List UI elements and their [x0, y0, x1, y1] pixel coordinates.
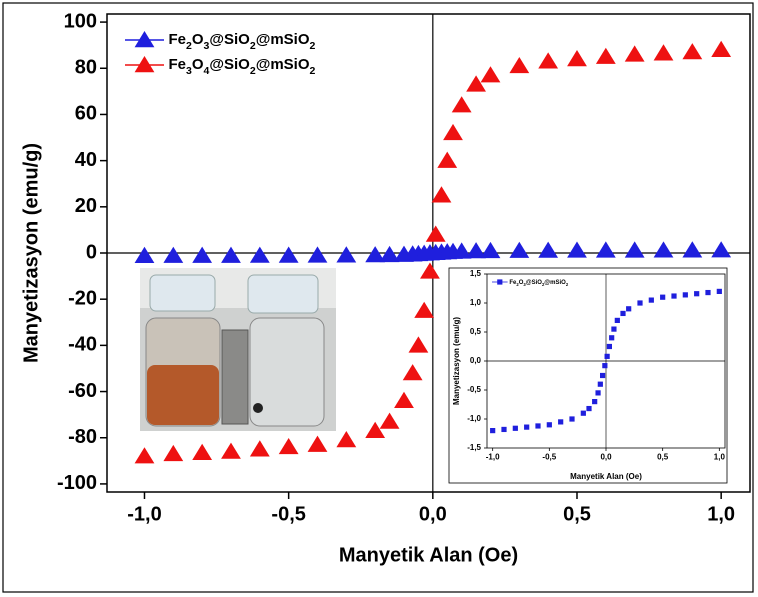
x-tick-label: -0,5 — [271, 503, 305, 525]
data-point — [705, 290, 710, 295]
y-tick-label: -60 — [68, 380, 97, 402]
y-tick-label: -40 — [68, 334, 97, 356]
y-tick-label: -1,0 — [467, 414, 481, 423]
data-point — [694, 291, 699, 296]
data-point — [513, 426, 518, 431]
y-tick-label: 80 — [75, 57, 97, 79]
y-tick-label: -80 — [68, 426, 97, 448]
data-point — [649, 298, 654, 303]
x-tick-label: 0,5 — [657, 453, 669, 462]
y-tick-label: 20 — [75, 195, 97, 217]
y-tick-label: 100 — [64, 10, 97, 32]
photo — [140, 268, 336, 431]
data-point — [615, 318, 620, 323]
data-point — [600, 373, 605, 378]
y-tick-label: -1,5 — [467, 443, 481, 452]
data-point — [671, 293, 676, 298]
data-point — [717, 289, 722, 294]
chart: -1,0 -0,5 0,0 0,5 1,0 -100 -80 -60 -40 -20 0 20 40 60… — [0, 0, 758, 597]
y-tick-label: 0 — [86, 241, 97, 263]
y-tick-label: 0,5 — [470, 327, 482, 336]
page: -1,0 -0,5 0,0 0,5 1,0 -100 -80 -60 -40 -20 0 20 40 60… — [0, 0, 758, 597]
data-point — [607, 344, 612, 349]
y-axis-label: Manyetizasyon (emu/g) — [452, 317, 461, 405]
x-tick-label: -1,0 — [486, 453, 500, 462]
data-point — [620, 311, 625, 316]
x-tick-label: 0,5 — [563, 503, 591, 525]
x-tick-label: -0,5 — [542, 453, 556, 462]
data-point — [626, 306, 631, 311]
data-point — [586, 406, 591, 411]
data-point — [592, 399, 597, 404]
data-point — [609, 335, 614, 340]
data-point — [598, 382, 603, 387]
y-tick-label: -20 — [68, 287, 97, 309]
x-tick-label: 1,0 — [707, 503, 735, 525]
y-tick-label: 0,0 — [470, 356, 482, 365]
inset-frame — [449, 268, 727, 483]
data-point — [524, 425, 529, 430]
data-point — [558, 419, 563, 424]
data-point — [637, 300, 642, 305]
x-tick-label: -1,0 — [127, 503, 161, 525]
data-point — [605, 354, 610, 359]
data-point — [535, 423, 540, 428]
y-tick-label: -0,5 — [467, 385, 481, 394]
data-point — [490, 428, 495, 433]
legend-marker — [497, 279, 502, 284]
y-tick-label: -100 — [57, 472, 97, 494]
data-point — [660, 295, 665, 300]
data-point — [501, 427, 506, 432]
x-axis-label: Manyetik Alan (Oe) — [339, 544, 518, 566]
legend-label: Fe2O3@SiO2@mSiO2 — [509, 280, 568, 287]
y-tick-label: 1,0 — [470, 298, 482, 307]
data-point — [547, 422, 552, 427]
data-point — [602, 363, 607, 368]
y-tick-label: 40 — [75, 149, 97, 171]
x-tick-label: 1,0 — [714, 453, 726, 462]
x-tick-label: 0,0 — [600, 453, 612, 462]
y-axis-label: Manyetizasyon (emu/g) — [20, 143, 42, 363]
y-tick-label: 60 — [75, 103, 97, 125]
data-point — [611, 327, 616, 332]
data-point — [569, 416, 574, 421]
y-tick-label: 1,5 — [470, 269, 482, 278]
x-axis-label: Manyetik Alan (Oe) — [570, 472, 642, 481]
x-tick-label: 0,0 — [419, 503, 447, 525]
data-point — [595, 390, 600, 395]
data-point — [683, 292, 688, 297]
data-point — [581, 411, 586, 416]
